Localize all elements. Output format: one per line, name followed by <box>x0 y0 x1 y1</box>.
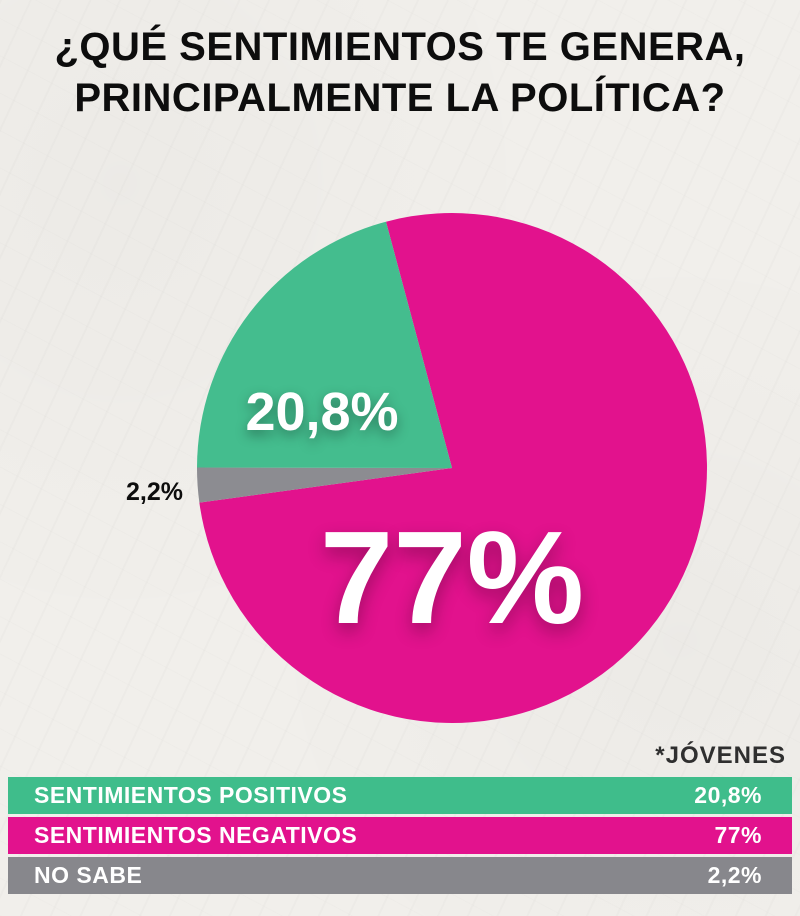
pie-chart <box>196 213 708 724</box>
legend-label: SENTIMIENTOS POSITIVOS <box>34 782 348 808</box>
legend-row-positivos: SENTIMIENTOS POSITIVOS 20,8% <box>8 777 792 814</box>
legend-value: 77% <box>714 822 762 848</box>
chart-title-line1: ¿QUÉ SENTIMIENTOS TE GENERA, <box>54 25 746 69</box>
pie-label-positivos: 20,8% <box>245 382 399 442</box>
pie-label-negativos: 77% <box>319 504 585 651</box>
legend-value: 20,8% <box>694 782 762 808</box>
pie-label-no-sabe: 2,2% <box>126 478 183 506</box>
chart-title-line2: PRINCIPALMENTE LA POLÍTICA? <box>74 76 726 121</box>
audience-note: *JÓVENES <box>655 742 786 769</box>
legend-value: 2,2% <box>707 862 762 888</box>
legend-label: NO SABE <box>34 862 143 888</box>
pie-slice-positivos <box>197 221 452 468</box>
legend-row-no-sabe: NO SABE 2,2% <box>8 857 792 894</box>
legend-row-negativos: SENTIMIENTOS NEGATIVOS 77% <box>8 817 792 854</box>
pie-slice-no_sabe <box>196 467 452 503</box>
legend: SENTIMIENTOS POSITIVOS 20,8% SENTIMIENTO… <box>8 777 792 897</box>
chart-title: ¿QUÉ SENTIMIENTOS TE GENERA, PRINCIPALME… <box>0 22 800 124</box>
legend-label: SENTIMIENTOS NEGATIVOS <box>34 822 358 848</box>
pie-slice-negativos <box>199 213 708 724</box>
